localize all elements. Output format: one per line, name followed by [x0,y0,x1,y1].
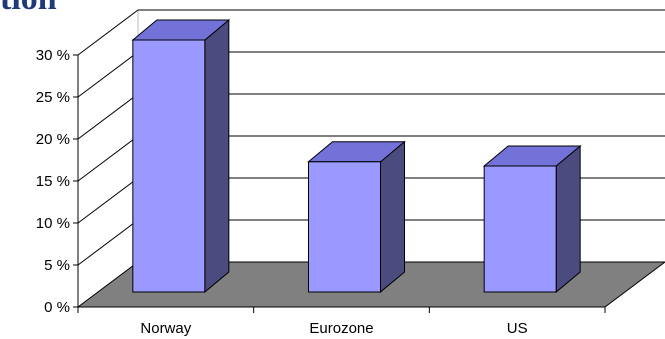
x-tick-label-eurozone: Eurozone [309,320,373,337]
y-tick-label-1: 5 % [44,257,70,274]
gridline-side-6 [78,10,138,55]
bar-us [484,146,580,292]
bar-side-face [381,142,405,292]
bar-side-face [205,20,229,292]
y-tick-label-0: 0 % [44,299,70,316]
x-tick-label-norway: Norway [140,320,191,337]
bar-side-face [556,146,580,292]
y-tick-label-6: 30 % [36,47,70,64]
x-tick-label-us: US [507,320,528,337]
bar-front-face [484,166,556,292]
bar-eurozone [309,142,405,292]
y-tick-label-4: 20 % [36,131,70,148]
y-tick-label-2: 10 % [36,215,70,232]
bar-front-face [133,40,205,292]
bar-norway [133,20,229,292]
y-tick-label-5: 25 % [36,89,70,106]
gridline-side-5 [78,52,138,97]
gridline-side-1 [78,220,138,265]
chart-bars [133,20,580,292]
bar-front-face [309,162,381,292]
y-tick-label-3: 15 % [36,173,70,190]
gridline-side-2 [78,178,138,223]
gridline-side-3 [78,136,138,181]
gridline-side-4 [78,94,138,139]
